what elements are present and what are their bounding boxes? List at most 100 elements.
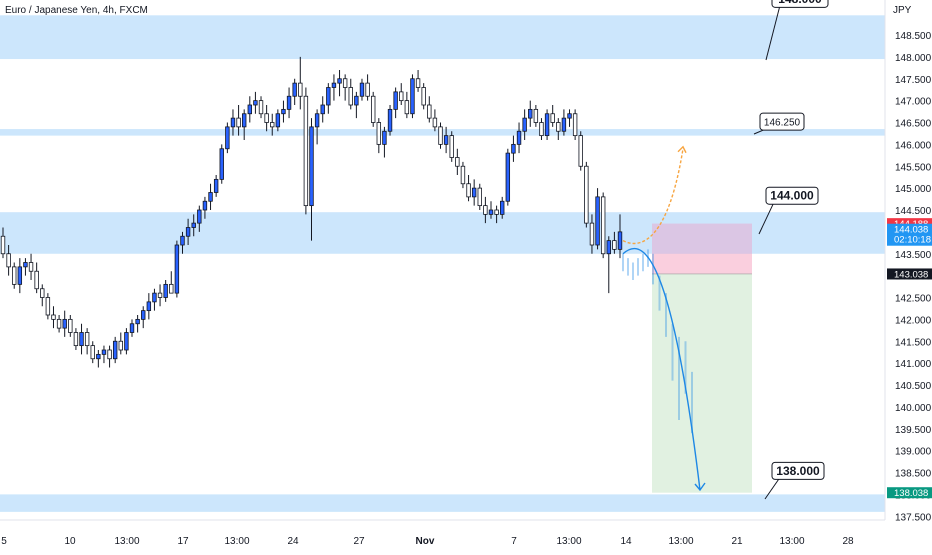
projection-candle: [652, 253, 654, 285]
candle: [455, 148, 460, 175]
candle: [449, 131, 454, 162]
candle-body: [264, 113, 269, 123]
price-tick-label: 145.000: [895, 184, 932, 195]
candle-body: [141, 310, 146, 320]
candle: [68, 315, 73, 337]
candle-body: [298, 82, 303, 97]
candle: [393, 87, 398, 119]
candle-body: [28, 262, 34, 272]
candle-body: [550, 113, 555, 123]
candle: [281, 100, 286, 123]
price-tick-label: 137.500: [895, 512, 932, 523]
candle-body: [118, 340, 123, 351]
candle-body: [528, 108, 533, 119]
candle: [477, 183, 482, 210]
candle-body: [236, 117, 241, 128]
candle-body: [326, 87, 331, 106]
price-tick-label: 138.500: [895, 469, 932, 480]
zone-148.000: [0, 15, 885, 60]
candle-body: [208, 192, 213, 202]
candle-body: [124, 332, 129, 351]
price-tag-target: 138.038: [887, 487, 932, 499]
candle: [23, 258, 28, 276]
candle-body: [382, 130, 387, 145]
time-tick-label: 13:00: [114, 536, 139, 547]
candle-body: [12, 266, 17, 285]
candle-body: [197, 209, 202, 224]
stop-zone-overlap: [652, 223, 752, 254]
symbol-title: Euro / Japanese Yen, 4h, FXCM: [5, 5, 148, 16]
candle-body: [202, 200, 208, 211]
zone-138.000: [0, 494, 885, 512]
candle-body: [281, 108, 286, 115]
take-profit-zone: [652, 273, 752, 493]
candle-body: [556, 122, 561, 132]
candle-body: [90, 345, 95, 360]
candle: [387, 105, 393, 136]
candle-body: [17, 266, 23, 285]
candle-body: [174, 244, 180, 294]
candle: [432, 109, 438, 132]
candle-body: [303, 95, 309, 207]
candle-body: [309, 126, 314, 207]
candle: [314, 109, 320, 145]
candle: [399, 83, 404, 105]
candle: [219, 144, 224, 184]
bullish-arrow-head: [677, 145, 687, 154]
candle-body: [399, 91, 404, 102]
candle-body: [258, 100, 264, 115]
time-tick-label: 24: [287, 536, 299, 547]
candle: [180, 231, 185, 254]
candle: [247, 96, 252, 123]
candle: [348, 78, 353, 110]
candle: [129, 319, 135, 337]
candle: [28, 253, 34, 280]
projection-candle: [665, 293, 667, 337]
candle-body: [544, 113, 550, 137]
price-tick-label: 146.500: [895, 119, 932, 130]
candle: [522, 109, 527, 140]
candle: [561, 109, 567, 136]
candle: [331, 74, 337, 101]
candle: [202, 196, 208, 219]
candle-body: [230, 117, 236, 128]
candle: [365, 74, 370, 101]
candle-body: [500, 200, 505, 215]
time-tick-label: 14: [620, 536, 632, 547]
candle-body: [539, 122, 544, 137]
candle: [135, 315, 140, 333]
bearish-arrow-head: [694, 482, 706, 492]
candle: [51, 306, 56, 329]
candle-body: [23, 262, 28, 268]
candle-body: [101, 349, 107, 355]
candle-body: [488, 209, 494, 215]
candle-body: [292, 82, 297, 97]
candle-body: [68, 318, 73, 333]
candle-body: [427, 104, 432, 119]
candle: [556, 118, 561, 140]
candle: [600, 192, 606, 259]
candle: [376, 118, 382, 154]
candle: [6, 245, 11, 276]
candle: [337, 70, 342, 97]
candle: [286, 87, 292, 119]
price-tick-label: 142.000: [895, 315, 932, 326]
candle: [589, 214, 595, 254]
zone-label-pointer: [765, 5, 781, 61]
candle: [544, 109, 550, 140]
candle-body: [494, 209, 499, 215]
candle-body: [51, 314, 56, 320]
candle: [494, 205, 499, 224]
projection-candle: [691, 371, 693, 434]
candle: [45, 293, 51, 320]
candle: [17, 258, 23, 294]
candle: [415, 70, 421, 92]
bullish-projection-path: [622, 148, 684, 245]
price-tag-countdown: 02:10:18: [894, 235, 931, 246]
candle-body: [270, 122, 275, 128]
candle: [326, 83, 331, 114]
candle: [253, 91, 258, 114]
candle: [528, 100, 533, 127]
